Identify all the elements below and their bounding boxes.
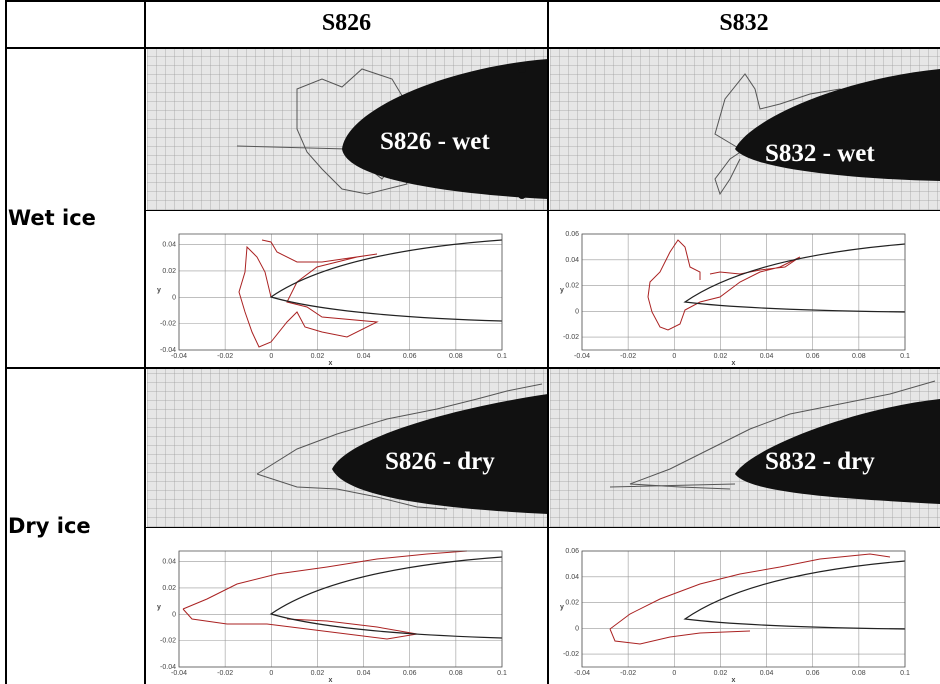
photo-drawing: S826 - wet — [236, 59, 548, 199]
y-tick-label: -0.02 — [160, 321, 176, 328]
ice-photo: S826 - dry — [147, 369, 548, 527]
y-tick-label: 0 — [575, 308, 579, 315]
x-tick-label: -0.04 — [574, 353, 590, 360]
y-axis-label: y — [157, 287, 161, 294]
x-axis-label: x — [732, 677, 736, 684]
y-tick-label: 0.04 — [162, 242, 176, 249]
y-tick-label: 0 — [172, 611, 176, 618]
x-tick-label: 0.02 — [714, 670, 728, 677]
x-tick-label: -0.02 — [620, 353, 636, 360]
y-tick-label: -0.02 — [563, 334, 579, 341]
y-axis-label: y — [157, 604, 161, 611]
x-tick-label: -0.02 — [217, 670, 233, 677]
photo-label: S832 - wet — [765, 140, 875, 167]
table-border — [145, 527, 940, 528]
x-tick-label: 0.1 — [900, 670, 910, 677]
y-tick-label: 0.02 — [162, 585, 176, 592]
y-tick-label: 0.02 — [162, 268, 176, 275]
x-tick-label: -0.02 — [620, 670, 636, 677]
x-axis-label: x — [329, 360, 333, 367]
y-tick-label: 0.02 — [565, 600, 579, 607]
x-tick-label: 0.02 — [311, 353, 325, 360]
y-tick-label: 0.04 — [162, 559, 176, 566]
ice-plot: -0.04 -0.02 0 0.02 0.04 0.06 0.08 0.1 -0.02 0 0.02… — [550, 212, 940, 367]
ice-plot: -0.04 -0.02 0 0.02 0.04 0.06 0.08 0.1 -0.04 -0.02… — [147, 212, 548, 367]
x-tick-label: 0 — [269, 670, 273, 677]
x-axis-label: x — [732, 360, 736, 367]
photo-label: S832 - dry — [765, 448, 875, 475]
photo-drawing: S826 - dry — [256, 383, 548, 514]
x-tick-label: 0 — [269, 353, 273, 360]
x-tick-label: 0.1 — [900, 353, 910, 360]
plot: -0.04 -0.02 0 0.02 0.04 0.06 0.08 0.1 -0.04 -0.02… — [157, 550, 507, 684]
y-tick-label: 0.04 — [565, 257, 579, 264]
column-header: S826 — [321, 10, 372, 36]
x-tick-label: 0.02 — [714, 353, 728, 360]
y-tick-label: -0.02 — [160, 638, 176, 645]
table-border — [5, 0, 7, 684]
x-tick-label: -0.04 — [574, 670, 590, 677]
x-tick-label: 0.08 — [449, 670, 463, 677]
x-tick-label: 0.08 — [852, 353, 866, 360]
plot: -0.04 -0.02 0 0.02 0.04 0.06 0.08 0.1 -0.02 0 0.02… — [560, 548, 910, 684]
plot-frame — [178, 233, 503, 351]
table-border — [145, 210, 940, 211]
photo-drawing: S832 - dry — [609, 380, 940, 504]
y-tick-label: -0.02 — [563, 651, 579, 658]
photo-drawing: S832 - wet — [714, 69, 940, 196]
x-tick-label: 0.08 — [449, 353, 463, 360]
x-tick-label: 0.02 — [311, 670, 325, 677]
ice-plot: -0.04 -0.02 0 0.02 0.04 0.06 0.08 0.1 -0.04 -0.02… — [147, 529, 548, 684]
plot-frame — [178, 550, 503, 668]
x-tick-label: 0 — [672, 670, 676, 677]
y-tick-label: -0.04 — [160, 664, 176, 671]
row-label: Wet ice — [8, 206, 96, 230]
y-tick-label: 0 — [575, 625, 579, 632]
x-tick-label: 0.04 — [357, 670, 371, 677]
y-tick-label: 0.06 — [565, 548, 579, 555]
photo-label: S826 - dry — [385, 448, 495, 475]
x-tick-label: 0.04 — [760, 353, 774, 360]
x-tick-label: 0.06 — [806, 353, 820, 360]
ice-photo: S832 - dry — [550, 369, 940, 527]
plot: -0.04 -0.02 0 0.02 0.04 0.06 0.08 0.1 -0.04 -0.02… — [157, 233, 507, 367]
y-tick-label: 0.06 — [565, 231, 579, 238]
table-border — [144, 0, 146, 684]
ice-plot: -0.04 -0.02 0 0.02 0.04 0.06 0.08 0.1 -0.02 0 0.02… — [550, 529, 940, 684]
x-tick-label: 0.06 — [806, 670, 820, 677]
y-tick-label: 0.02 — [565, 283, 579, 290]
x-tick-label: 0.08 — [852, 670, 866, 677]
plot-frame — [581, 550, 906, 668]
ice-photo: S826 - wet — [147, 49, 548, 210]
x-tick-label: -0.04 — [171, 353, 187, 360]
y-tick-label: -0.04 — [160, 347, 176, 354]
photo-label: S826 - wet — [380, 128, 490, 155]
x-tick-label: 0.1 — [497, 670, 507, 677]
x-tick-label: 0.04 — [357, 353, 371, 360]
table-border — [5, 367, 940, 369]
x-tick-label: -0.02 — [217, 353, 233, 360]
y-tick-label: 0.04 — [565, 574, 579, 581]
ice-photo: S832 - wet — [550, 49, 940, 210]
table-border — [5, 47, 940, 49]
plot: -0.04 -0.02 0 0.02 0.04 0.06 0.08 0.1 -0.02 0 0.02… — [560, 231, 910, 367]
column-header: S832 — [719, 10, 769, 36]
y-axis-label: y — [560, 287, 564, 294]
x-tick-label: 0.1 — [497, 353, 507, 360]
table-border — [547, 0, 549, 684]
x-tick-label: 0 — [672, 353, 676, 360]
y-tick-label: 0 — [172, 294, 176, 301]
x-tick-label: -0.04 — [171, 670, 187, 677]
y-axis-label: y — [560, 604, 564, 611]
x-axis-label: x — [329, 677, 333, 684]
plot-frame — [581, 233, 906, 351]
x-tick-label: 0.04 — [760, 670, 774, 677]
table-border — [5, 0, 940, 2]
row-label: Dry ice — [8, 514, 91, 538]
x-tick-label: 0.06 — [403, 670, 417, 677]
x-tick-label: 0.06 — [403, 353, 417, 360]
